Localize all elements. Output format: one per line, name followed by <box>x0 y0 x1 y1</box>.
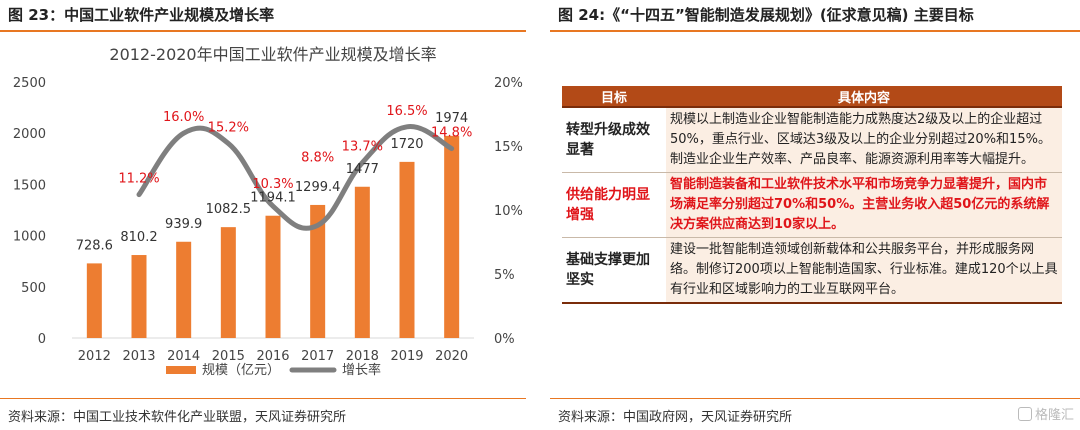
left-axis-tick-label: 500 <box>21 281 46 296</box>
table-row: 基础支撑更加坚实 建设一批智能制造领域创新载体和公共服务平台，并形成服务网络。制… <box>562 237 1062 304</box>
legend-bar-swatch <box>166 366 196 374</box>
x-axis-tick-label: 2018 <box>346 349 379 364</box>
legend-bar-label: 规模（亿元） <box>202 363 280 378</box>
right-axis-tick-label: 0% <box>494 332 515 347</box>
legend-line-label: 增长率 <box>342 362 381 378</box>
bar <box>265 215 281 338</box>
bar-value-label: 1194.1 <box>250 191 296 206</box>
right-panel: 图 24:《“十四五”智能制造发展规划》(征求意见稿) 主要目标 目标 具体内容… <box>550 0 1080 430</box>
figure-24-source: 资料来源：中国政府网，天风证券研究所 <box>558 410 793 425</box>
bar-value-label: 939.9 <box>165 217 202 232</box>
bar <box>220 227 236 338</box>
growth-rate-label: 14.8% <box>431 126 472 141</box>
goals-table: 目标 具体内容 转型升级成效显著 规模以上制造业企业智能制造能力成熟度达2级及以… <box>562 86 1062 304</box>
bar <box>176 241 192 338</box>
content-cell: 智能制造装备和工业软件技术水平和市场竞争力显著提升，国内市场满足率分别超过70%… <box>666 172 1062 238</box>
bar <box>86 263 102 338</box>
growth-rate-label: 16.5% <box>386 104 427 119</box>
source-rule <box>0 398 526 399</box>
figure-24-title: 图 24:《“十四五”智能制造发展规划》(征求意见稿) 主要目标 <box>558 6 974 24</box>
x-axis-tick-label: 2012 <box>78 349 111 364</box>
growth-rate-label: 11.2% <box>118 172 159 187</box>
watermark-logo-icon <box>1017 406 1032 421</box>
growth-rate-label: 10.3% <box>252 177 293 192</box>
goal-cell: 供给能力明显增强 <box>562 172 666 238</box>
content-cell: 规模以上制造业企业智能制造能力成熟度达2级及以上的企业超过50%，重点行业、区域… <box>666 107 1062 173</box>
left-axis-tick-label: 2500 <box>13 76 46 91</box>
right-axis-tick-label: 10% <box>494 204 523 219</box>
title-rule <box>550 30 1080 32</box>
x-axis-tick-label: 2014 <box>167 349 200 364</box>
left-axis-tick-label: 1000 <box>13 230 46 245</box>
table-row: 供给能力明显增强 智能制造装备和工业软件技术水平和市场竞争力显著提升，国内市场满… <box>562 172 1062 238</box>
bar <box>399 161 415 338</box>
left-panel: 图 23：中国工业软件产业规模及增长率 2012-2020年中国工业软件产业规模… <box>0 0 526 430</box>
growth-rate-label: 16.0% <box>163 110 204 125</box>
x-axis-tick-label: 2019 <box>390 349 423 364</box>
chart-title: 2012-2020年中国工业软件产业规模及增长率 <box>109 45 436 64</box>
bar-value-label: 1720 <box>390 137 423 152</box>
x-axis-tick-label: 2016 <box>256 349 289 364</box>
right-axis-tick-label: 15% <box>494 140 523 155</box>
goal-cell: 转型升级成效显著 <box>562 107 666 173</box>
bar-value-label: 1974 <box>435 111 468 126</box>
content-cell: 建设一批智能制造领域创新载体和公共服务平台，并形成服务网络。制修订200项以上智… <box>666 237 1062 304</box>
bar-value-label: 1082.5 <box>206 202 252 217</box>
bar-value-label: 1477 <box>346 162 379 177</box>
bar-value-label: 810.2 <box>120 230 157 245</box>
left-axis-tick-label: 0 <box>38 332 46 347</box>
growth-rate-line <box>136 124 455 231</box>
bar <box>354 186 370 338</box>
figure-23-title: 图 23：中国工业软件产业规模及增长率 <box>8 6 275 24</box>
bar <box>310 204 326 338</box>
growth-rate-label: 8.8% <box>301 150 334 165</box>
source-rule <box>550 398 1080 399</box>
left-axis-tick-label: 1500 <box>13 178 46 193</box>
title-rule <box>0 30 526 32</box>
goal-cell: 基础支撑更加坚实 <box>562 237 666 304</box>
right-axis-tick-label: 20% <box>494 76 523 91</box>
right-axis-tick-label: 5% <box>494 268 515 283</box>
header-goal: 目标 <box>562 86 666 108</box>
x-axis-tick-label: 2020 <box>435 349 468 364</box>
industrial-software-chart: 2012-2020年中国工业软件产业规模及增长率 0 500 1000 1500 2000… <box>13 45 523 378</box>
bar <box>131 255 147 338</box>
bar <box>444 135 460 338</box>
table-header-row: 目标 具体内容 <box>562 86 1062 108</box>
x-axis-tick-label: 2017 <box>301 349 334 364</box>
bar-value-label: 728.6 <box>76 238 113 253</box>
growth-rate-label: 13.7% <box>342 140 383 155</box>
x-axis-tick-label: 2013 <box>122 349 155 364</box>
x-axis-tick-label: 2015 <box>212 349 245 364</box>
bar-value-label: 1299.4 <box>295 180 341 195</box>
watermark-text: 格隆汇 <box>1034 408 1074 423</box>
growth-rate-label: 15.2% <box>208 120 249 135</box>
table-row: 转型升级成效显著 规模以上制造业企业智能制造能力成熟度达2级及以上的企业超过50… <box>562 107 1062 173</box>
left-axis-tick-label: 2000 <box>13 127 46 142</box>
figure-23-source: 资料来源：中国工业技术软件化产业联盟，天风证券研究所 <box>8 410 347 425</box>
watermark: 格隆汇 <box>1017 404 1074 423</box>
header-content: 具体内容 <box>666 86 1062 108</box>
